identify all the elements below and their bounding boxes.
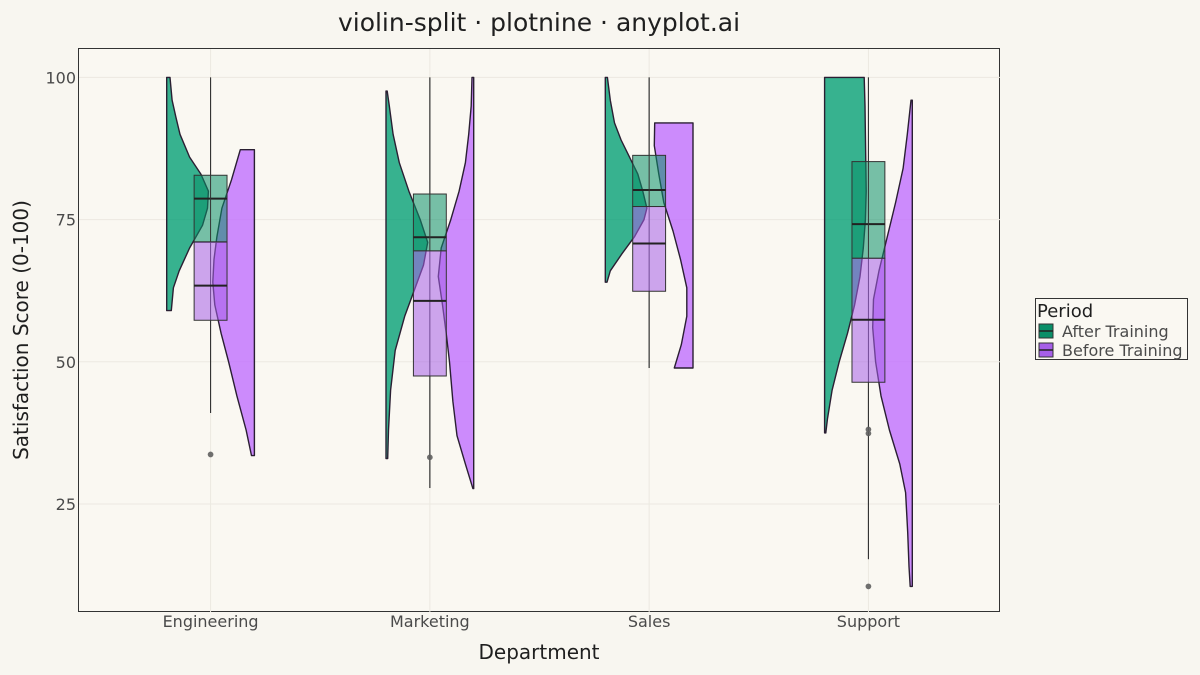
y-tick-label: 50: [56, 353, 76, 372]
y-tick-label: 100: [45, 68, 76, 87]
x-tick-label: Support: [837, 612, 900, 631]
axis-ticks: 25 50 75 100 Engineering Marketing Sales Suppor…: [45, 68, 900, 631]
x-tick-label: Sales: [628, 612, 671, 631]
box-engineering-before: [193, 241, 228, 321]
violins: [166, 76, 913, 588]
x-tick-label: Marketing: [390, 612, 470, 631]
legend-box: [1035, 298, 1188, 360]
outlier-point: [865, 430, 872, 437]
boxplots: [193, 77, 886, 590]
x-axis-label: Department: [478, 640, 599, 664]
box-marketing-before: [412, 250, 447, 377]
legend-label: After Training: [1062, 322, 1169, 341]
y-axis-label: Satisfaction Score (0-100): [9, 200, 33, 460]
outlier-point: [865, 583, 872, 590]
y-tick-label: 75: [56, 211, 76, 230]
outlier-point: [207, 451, 214, 458]
outlier-point: [427, 454, 433, 461]
legend-title: Period: [1037, 301, 1093, 322]
legend-label: Before Training: [1062, 341, 1183, 360]
outlier-point: [865, 426, 872, 433]
box-sales-before: [632, 206, 667, 292]
violin-engineering-after: [166, 76, 210, 312]
y-tick-label: 25: [56, 495, 76, 514]
chart-title: violin-split · plotnine · anyplot.ai: [338, 8, 740, 37]
x-tick-label: Engineering: [163, 612, 259, 631]
